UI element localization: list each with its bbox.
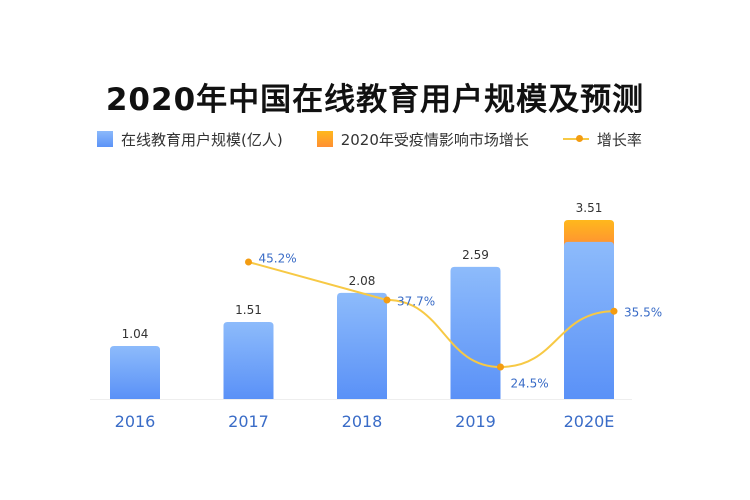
legend-label: 在线教育用户规模(亿人): [121, 130, 283, 149]
growth-rate-point-2019: [497, 363, 504, 371]
chart-title: 2020年中国在线教育用户规模及预测: [105, 82, 645, 118]
bar-users-2017: [223, 321, 274, 399]
bar-users-2020E: [564, 241, 614, 399]
legend: 在线教育用户规模(亿人) 2020年受疫情影响市场增长 增长率: [97, 126, 676, 152]
bar-users-2018: [337, 292, 387, 399]
blue-square-icon: [97, 131, 113, 147]
bar-value-label: 2.08: [349, 274, 376, 288]
x-tick-label: 2019: [455, 412, 496, 431]
bar-value-label: 3.51: [576, 201, 603, 215]
growth-rate-label: 24.5%: [511, 377, 549, 391]
growth-rate-label: 37.7%: [397, 295, 435, 309]
growth-rate-label: 35.5%: [624, 306, 662, 320]
legend-label: 增长率: [596, 130, 642, 149]
growth-rate-line: [248, 261, 615, 369]
bar-value-label: 1.51: [235, 303, 262, 317]
legend-label: 2020年受疫情影响市场增长: [340, 130, 529, 149]
bar-value-label: 1.04: [122, 327, 149, 341]
legend-item-pandemic-growth: 2020年受疫情影响市场增长: [316, 129, 529, 150]
x-tick-label: 2016: [115, 412, 156, 431]
growth-rate-label: 45.2%: [259, 252, 297, 266]
x-tick-label: 2017: [228, 412, 269, 431]
line-dot-icon: [562, 135, 589, 142]
bar-users-2016: [110, 345, 160, 399]
bar-pandemic-growth-2020E: [564, 219, 614, 246]
growth-rate-point-2017: [245, 258, 252, 266]
x-tick-label: 2018: [342, 412, 383, 431]
legend-item-users: 在线教育用户规模(亿人): [97, 129, 283, 150]
growth-rate-point-2020E: [610, 307, 618, 315]
legend-item-growth-rate: 增长率: [562, 129, 642, 150]
x-tick-label: 2020E: [564, 412, 615, 431]
bar-value-label: 2.59: [462, 248, 489, 262]
orange-square-icon: [316, 131, 333, 147]
growth-rate-point-2018: [383, 296, 391, 304]
bar-users-2019: [450, 266, 501, 399]
